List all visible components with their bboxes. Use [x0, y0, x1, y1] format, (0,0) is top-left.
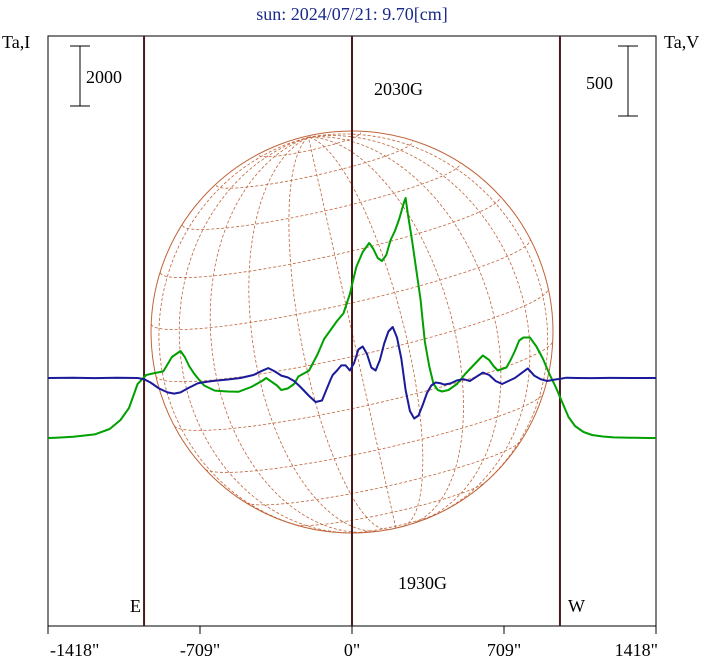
left-scale-bar: [70, 45, 90, 107]
disk-longitude-line: [308, 135, 531, 514]
left-axis-label: Ta,I: [2, 32, 30, 52]
disk-longitude-line: [308, 136, 502, 520]
x-tick-label: 709": [487, 640, 521, 660]
x-tick-label: 1418": [615, 640, 658, 660]
marker-lines: [143, 36, 561, 626]
disk-longitude-line: [308, 136, 464, 525]
disk-longitude-line: [288, 136, 388, 531]
solar-disk: [150, 130, 554, 534]
x-tick-label: 0": [344, 640, 360, 660]
chart-title: sun: 2024/07/21: 9.70[cm]: [256, 4, 448, 24]
disk-longitude-line: [308, 136, 424, 527]
disk-longitude-line: [308, 137, 397, 529]
series-line-green: [47, 197, 656, 439]
disk-longitude-line: [308, 133, 549, 490]
annotation-peak-green: 2030G: [374, 79, 423, 99]
left-scale-label: 2000: [86, 67, 122, 87]
disk-latitude-line: [182, 163, 461, 230]
x-tick-label: -1418": [50, 640, 99, 660]
series-group: [47, 197, 656, 439]
limb-label-west: W: [568, 596, 585, 616]
right-axis-label: Ta,V: [664, 32, 699, 52]
annotation-trough-blue: 1930G: [398, 573, 447, 593]
series-line-blue: [47, 326, 656, 420]
disk-longitude-line: [248, 136, 381, 532]
x-tick-label: -709": [180, 640, 220, 660]
limb-label-east: E: [130, 596, 141, 616]
disk-latitude-line: [160, 196, 501, 279]
right-scale-label: 500: [586, 73, 613, 93]
disk-longitude-line: [209, 136, 367, 533]
disk-latitude-line: [150, 239, 531, 330]
x-ticks: -1418" -709" 0" 709" 1418": [47, 626, 658, 660]
disk-longitude-line: [158, 136, 309, 528]
right-scale-bar: [618, 45, 638, 117]
disk-longitude-line: [178, 136, 351, 534]
